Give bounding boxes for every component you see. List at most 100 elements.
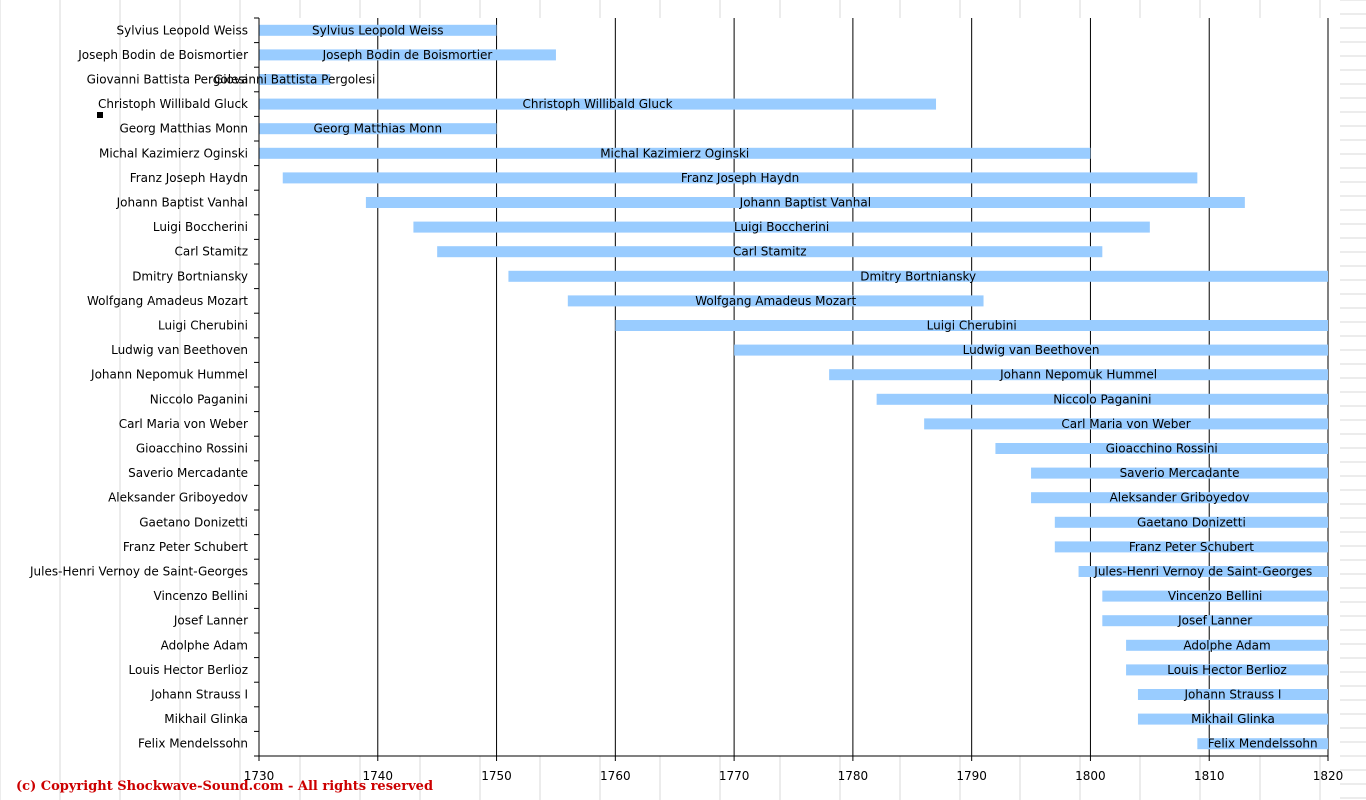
x-tick-label: 1770 (719, 769, 750, 783)
bar (829, 369, 1328, 381)
category-label: Felix Mendelssohn (138, 737, 248, 751)
bar (282, 172, 1198, 184)
bar-label: Carl Stamitz (733, 245, 807, 259)
category-labels: Sylvius Leopold Weiss Joseph Bodin de Boi… (29, 23, 248, 750)
category-label: Franz Joseph Haydn (130, 171, 248, 185)
bar (1031, 492, 1328, 504)
bars (259, 24, 1328, 750)
category-label: Dmitry Bortniansky (132, 269, 248, 283)
bar-label: Michal Kazimierz Oginski (600, 146, 749, 160)
bar-label: Gioacchino Rossini (1106, 442, 1218, 456)
category-label: Adolphe Adam (161, 638, 248, 652)
x-tick-label: 1820 (1313, 769, 1344, 783)
bar-label: Luigi Boccherini (734, 220, 829, 234)
bar-label: Wolfgang Amadeus Mozart (695, 294, 856, 308)
bar-label: Luigi Cherubini (927, 319, 1017, 333)
bar-label: Joseph Bodin de Boismortier (322, 48, 493, 62)
x-tick-label: 1780 (838, 769, 869, 783)
bar-label: Christoph Willibald Gluck (522, 97, 672, 111)
bar (1102, 615, 1328, 627)
bar-labels: Sylvius Leopold Weiss Joseph Bodin de Boi… (214, 23, 1318, 750)
bar-label: Dmitry Bortniansky (860, 269, 976, 283)
bar-label: Ludwig van Beethoven (963, 343, 1100, 357)
category-label: Saverio Mercadante (128, 466, 248, 480)
bar (413, 221, 1150, 233)
category-label: Vincenzo Bellini (154, 589, 248, 603)
bar (1137, 713, 1328, 725)
bar (1126, 639, 1328, 651)
bar (259, 123, 497, 135)
category-label: Wolfgang Amadeus Mozart (87, 294, 248, 308)
bar-label: Jules-Henri Vernoy de Saint-Georges (1093, 565, 1312, 579)
plot-area (259, 18, 1328, 756)
category-label: Johann Baptist Vanhal (116, 196, 248, 210)
category-label: Giovanni Battista Pergolesi (87, 73, 248, 87)
bar-label: Saverio Mercadante (1120, 466, 1240, 480)
category-label: Ludwig van Beethoven (111, 343, 248, 357)
bar-label: Louis Hector Berlioz (1167, 663, 1286, 677)
bar (259, 74, 331, 85)
bar (508, 270, 1328, 282)
category-label: Gaetano Donizetti (139, 515, 248, 529)
bar-label: Niccolo Paganini (1053, 392, 1151, 406)
x-tick-label: 1760 (600, 769, 631, 783)
bar (1054, 541, 1328, 553)
bar-label: Carl Maria von Weber (1061, 417, 1190, 431)
bar (1197, 738, 1328, 750)
bar-label: Johann Strauss I (1184, 688, 1282, 702)
category-label: Carl Maria von Weber (119, 417, 248, 431)
x-tick-label: 1730 (244, 769, 275, 783)
bar-label: Adolphe Adam (1183, 638, 1270, 652)
x-tick-label: 1790 (956, 769, 987, 783)
bar (437, 246, 1103, 258)
bar-label: Franz Peter Schubert (1129, 540, 1254, 554)
bar (1054, 516, 1328, 528)
bar (1078, 566, 1328, 577)
category-label: Franz Peter Schubert (123, 540, 248, 554)
category-label: Johann Strauss I (150, 688, 248, 702)
bar-label: Franz Joseph Haydn (681, 171, 799, 185)
bar-label: Johann Baptist Vanhal (739, 196, 871, 210)
bar (1126, 664, 1328, 676)
category-label: Niccolo Paganini (150, 392, 248, 406)
x-tick-label: 1800 (1075, 769, 1106, 783)
category-label: Jules-Henri Vernoy de Saint-Georges (29, 565, 248, 579)
legend-key-marker (97, 112, 103, 118)
bar-label: Mikhail Glinka (1191, 712, 1275, 726)
bar (1137, 689, 1328, 700)
category-label: Mikhail Glinka (164, 712, 248, 726)
category-label: Johann Nepomuk Hummel (90, 368, 248, 382)
bar-label: Johann Nepomuk Hummel (999, 368, 1157, 382)
category-label: Georg Matthias Monn (119, 122, 248, 136)
bar (259, 147, 1091, 159)
bar-label: Vincenzo Bellini (1168, 589, 1262, 603)
x-tick-label: 1750 (481, 769, 512, 783)
bar (365, 197, 1245, 208)
bar-label: Sylvius Leopold Weiss (312, 23, 443, 37)
bar-label: Josef Lanner (1177, 614, 1252, 628)
bar-label: Felix Mendelssohn (1208, 737, 1318, 751)
category-label: Josef Lanner (173, 614, 248, 628)
bar (259, 98, 937, 110)
category-label: Louis Hector Berlioz (129, 663, 248, 677)
category-label: Gioacchino Rossini (136, 442, 248, 456)
category-label: Luigi Boccherini (153, 220, 248, 234)
bar (567, 295, 984, 307)
x-tick-label: 1740 (363, 769, 394, 783)
bar (876, 393, 1328, 405)
bar-label: Gaetano Donizetti (1137, 515, 1246, 529)
bar (924, 418, 1328, 430)
category-label: Michal Kazimierz Oginski (99, 146, 248, 160)
category-label: Luigi Cherubini (158, 319, 248, 333)
bar (734, 344, 1328, 356)
category-label: Carl Stamitz (174, 245, 248, 259)
category-label: Christoph Willibald Gluck (98, 97, 248, 111)
bar-label: Georg Matthias Monn (313, 122, 442, 136)
bar (259, 24, 497, 36)
x-tick-label: 1810 (1194, 769, 1225, 783)
bar (1031, 467, 1328, 479)
vertical-gridlines (377, 18, 1329, 756)
bar (259, 49, 556, 61)
bar-label: Aleksander Griboyedov (1110, 491, 1250, 505)
